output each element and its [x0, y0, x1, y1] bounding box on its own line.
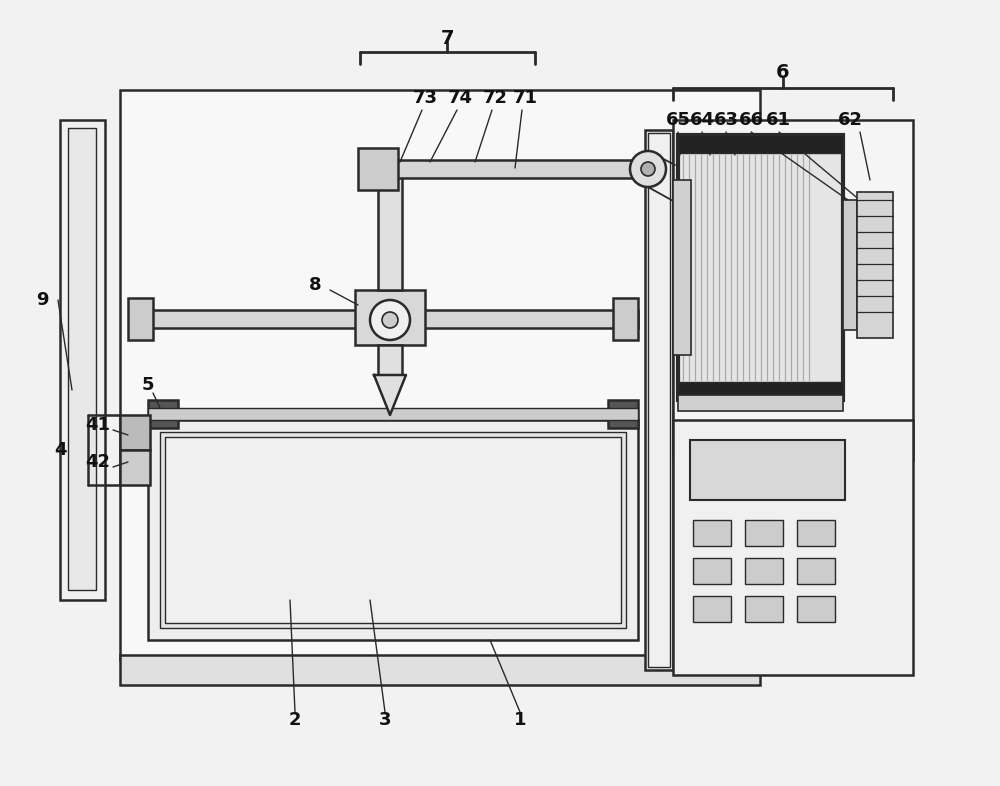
Bar	[673, 180, 691, 355]
Text: 66: 66	[738, 111, 764, 129]
Text: 7: 7	[440, 28, 454, 47]
Bar	[358, 148, 398, 190]
Text: 5: 5	[142, 376, 154, 394]
Circle shape	[630, 151, 666, 187]
Text: 41: 41	[86, 416, 110, 434]
Text: 2: 2	[289, 711, 301, 729]
Bar	[355, 290, 425, 345]
Polygon shape	[374, 375, 406, 415]
Text: 63: 63	[714, 111, 738, 129]
Bar	[160, 432, 626, 628]
Bar	[60, 120, 105, 600]
Bar	[797, 596, 835, 622]
Bar	[120, 415, 150, 450]
Text: 73: 73	[413, 89, 438, 107]
Bar	[608, 400, 638, 428]
Bar	[693, 596, 731, 622]
Bar	[120, 90, 760, 660]
Bar	[797, 520, 835, 546]
Bar	[120, 450, 150, 485]
Bar	[148, 408, 638, 420]
Bar	[148, 310, 638, 328]
Bar	[690, 440, 845, 500]
Bar	[857, 192, 893, 338]
Bar	[378, 175, 402, 290]
Bar	[648, 133, 670, 667]
Bar	[678, 382, 843, 400]
Bar	[673, 420, 913, 675]
Bar	[745, 558, 783, 584]
Text: 4: 4	[54, 441, 66, 459]
Circle shape	[382, 312, 398, 328]
Bar	[645, 130, 673, 670]
Bar	[148, 420, 638, 640]
Bar	[745, 520, 783, 546]
Bar	[380, 160, 648, 178]
Text: 6: 6	[776, 63, 790, 82]
Circle shape	[370, 300, 410, 340]
Bar	[797, 558, 835, 584]
Bar	[745, 596, 783, 622]
Text: 61: 61	[766, 111, 790, 129]
Bar	[165, 437, 621, 623]
Bar	[128, 298, 153, 340]
Bar	[613, 298, 638, 340]
Text: 71: 71	[512, 89, 538, 107]
Text: 42: 42	[86, 453, 110, 471]
Bar	[678, 395, 843, 411]
Bar	[120, 655, 760, 685]
Text: 62: 62	[838, 111, 862, 129]
Circle shape	[641, 162, 655, 176]
Bar	[693, 558, 731, 584]
Bar	[673, 120, 913, 460]
Text: 65: 65	[666, 111, 690, 129]
Text: 72: 72	[482, 89, 508, 107]
Text: 8: 8	[309, 276, 321, 294]
Text: 9: 9	[36, 291, 48, 309]
Bar	[843, 200, 857, 330]
Bar	[678, 135, 843, 400]
Text: 1: 1	[514, 711, 526, 729]
Bar	[378, 345, 402, 375]
Bar	[148, 400, 178, 428]
Text: 3: 3	[379, 711, 391, 729]
Text: 74: 74	[448, 89, 473, 107]
Bar	[68, 128, 96, 590]
Bar	[693, 520, 731, 546]
Bar	[678, 135, 843, 153]
Text: 64: 64	[690, 111, 714, 129]
